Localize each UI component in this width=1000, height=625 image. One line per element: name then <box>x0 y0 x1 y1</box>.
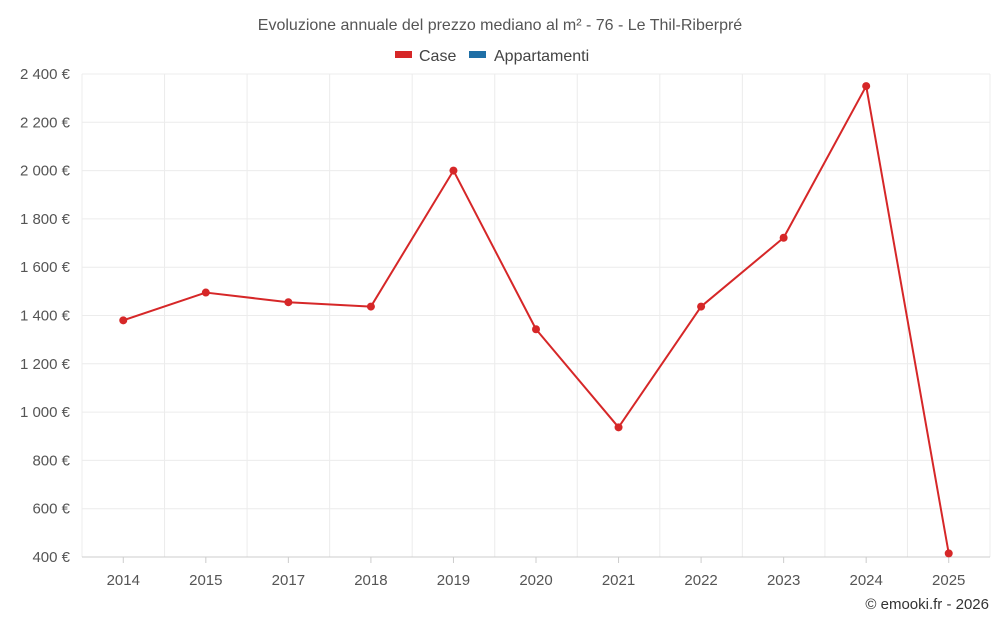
y-tick-label: 2 400 € <box>20 66 71 83</box>
credit-text: © emooki.fr - 2026 <box>865 596 989 613</box>
series-case <box>119 82 953 558</box>
legend-item-case[interactable]: Case <box>395 48 456 65</box>
data-point[interactable] <box>532 325 540 334</box>
y-tick-label: 600 € <box>32 501 70 518</box>
x-tick-label: 2021 <box>602 572 635 589</box>
legend-label-case: Case <box>419 48 456 65</box>
legend-label-appartamenti: Appartamenti <box>494 48 589 65</box>
data-point[interactable] <box>449 166 458 175</box>
x-tick-label: 2018 <box>354 572 387 589</box>
x-tick-label: 2019 <box>437 572 470 589</box>
y-tick-label: 1 000 € <box>20 404 71 421</box>
y-tick-label: 800 € <box>32 452 70 469</box>
data-point[interactable] <box>862 82 871 91</box>
x-tick-label: 2024 <box>849 572 882 589</box>
legend-swatch-case <box>395 51 412 58</box>
x-axis: 2014 2015 2017 2018 2019 2020 2021 2022 2023 2024… <box>82 556 990 589</box>
y-tick-label: 2 000 € <box>20 163 71 180</box>
legend: Case Appartamenti <box>395 48 589 65</box>
legend-swatch-appartamenti <box>469 51 486 58</box>
grid <box>81 73 991 558</box>
y-tick-label: 2 200 € <box>20 114 71 131</box>
x-tick-label: 2025 <box>932 572 965 589</box>
data-point[interactable] <box>284 298 293 307</box>
data-point[interactable] <box>366 302 375 311</box>
x-tick-label: 2014 <box>107 572 140 589</box>
data-point[interactable] <box>944 549 953 558</box>
y-tick-label: 1 600 € <box>20 259 71 276</box>
y-tick-label: 1 400 € <box>20 308 71 325</box>
y-tick-label: 400 € <box>32 549 70 566</box>
x-tick-label: 2020 <box>519 572 552 589</box>
data-point[interactable] <box>119 316 128 325</box>
x-tick-label: 2023 <box>767 572 800 589</box>
data-point[interactable] <box>201 288 210 297</box>
legend-item-appartamenti[interactable]: Appartamenti <box>469 48 589 65</box>
y-tick-label: 1 800 € <box>20 211 71 228</box>
x-tick-label: 2017 <box>272 572 305 589</box>
x-tick-label: 2015 <box>189 572 222 589</box>
data-point[interactable] <box>697 302 706 311</box>
y-tick-label: 1 200 € <box>20 356 71 373</box>
data-point[interactable] <box>614 423 623 432</box>
y-axis: 400 € 600 € 800 € 1 000 € 1 200 € 1 400 € 1 60… <box>20 66 71 566</box>
data-point[interactable] <box>779 233 788 242</box>
x-tick-label: 2022 <box>684 572 717 589</box>
chart-title: Evoluzione annuale del prezzo mediano al… <box>258 17 743 34</box>
